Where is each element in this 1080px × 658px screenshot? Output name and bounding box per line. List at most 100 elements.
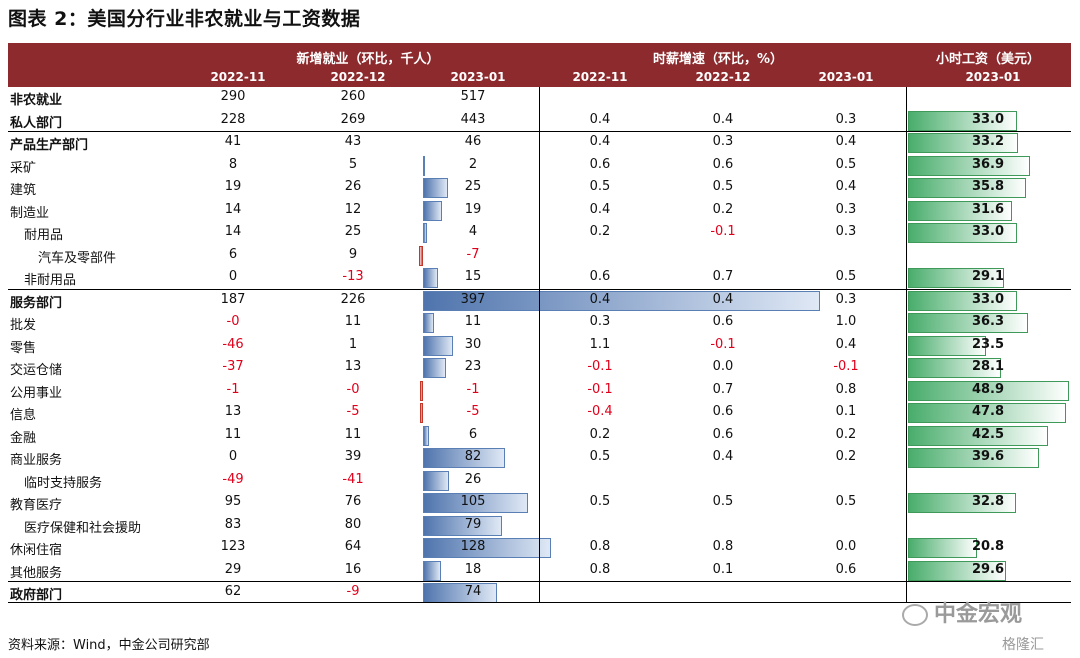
- employment-value: 11: [464, 314, 482, 329]
- wage-growth-value: 0.5: [589, 179, 611, 194]
- employment-value: 443: [460, 111, 486, 127]
- table-row: 零售 -46 1 30 1.1 -0.1 0.4 23.5: [8, 335, 1071, 357]
- wage-growth-value: -0.1: [710, 336, 736, 352]
- table-row: 服务部门 187 226 397 0.4 0.4 0.3 33.0: [8, 290, 1071, 312]
- employment-bar-negative: [420, 380, 423, 401]
- employment-value: 79: [464, 516, 482, 532]
- row-label: 产品生产部门: [10, 138, 89, 153]
- employment-value: 1: [348, 336, 358, 352]
- hourly-wage-value: 20.8: [971, 539, 1005, 554]
- employment-value: 76: [344, 494, 362, 509]
- employment-value: 39: [344, 449, 362, 464]
- wage-growth-value: 0.4: [712, 449, 734, 464]
- employment-value: 6: [468, 426, 478, 442]
- hourly-wage-value: 33.0: [971, 111, 1005, 127]
- wage-growth-value: 0.6: [589, 156, 611, 172]
- wage-growth-value: 0.4: [712, 291, 734, 307]
- row-label: 临时支持服务: [24, 475, 103, 491]
- employment-value: 19: [464, 201, 482, 217]
- employment-bar: [423, 200, 442, 221]
- col-hw-2023-01: 2023-01: [965, 70, 1021, 84]
- table-row: 汽车及零部件 6 9 -7: [8, 245, 1071, 267]
- employment-value: 5: [348, 156, 358, 172]
- employment-value: 226: [340, 291, 366, 307]
- row-label: 非耐用品: [24, 273, 77, 288]
- hourly-wage-value: 29.1: [971, 269, 1005, 284]
- watermark: 中金宏观: [902, 596, 1022, 628]
- employment-value: -41: [342, 471, 364, 487]
- row-label: 医疗保健和社会援助: [24, 520, 142, 536]
- employment-value: 128: [460, 539, 486, 554]
- table-row: 产品生产部门 41 43 46 0.4 0.3 0.4 33.2: [8, 132, 1071, 154]
- wechat-icon: [902, 604, 928, 626]
- employment-value: 260: [340, 89, 366, 104]
- row-label: 私人部门: [10, 115, 63, 131]
- wage-growth-value: 0.4: [835, 336, 857, 352]
- hourly-wage-bar: [908, 403, 1066, 423]
- hourly-wage-value: 32.8: [971, 494, 1005, 509]
- table-row: 公用事业 -1 -0 -1 -0.1 0.7 0.8 48.9: [8, 380, 1071, 402]
- employment-value: 14: [224, 201, 242, 217]
- employment-value: 269: [340, 111, 366, 127]
- table-row: 政府部门 62 -9 74: [8, 582, 1071, 604]
- employment-bar: [423, 290, 820, 311]
- col-wg-2022-11: 2022-11: [572, 70, 628, 84]
- hourly-wage-value: 28.1: [971, 359, 1005, 374]
- table-row: 采矿 8 5 2 0.6 0.6 0.5 36.9: [8, 155, 1071, 177]
- header-employment: 新增就业（环比，千人）: [296, 52, 440, 67]
- employment-value: -37: [222, 359, 244, 374]
- hourly-wage-value: 36.9: [971, 156, 1005, 172]
- employment-value: 19: [224, 179, 242, 194]
- employment-bar: [423, 425, 429, 446]
- employment-value: 25: [464, 179, 482, 194]
- employment-value: -7: [466, 246, 480, 262]
- hourly-wage-bar: [908, 380, 1070, 401]
- table-row: 私人部门 228 269 443 0.4 0.4 0.3 33.0: [8, 110, 1071, 132]
- data-table: 新增就业（环比，千人） 时薪增速（环比，%） 小时工资（美元） 2022-11 …: [8, 43, 1071, 603]
- employment-value: -0: [226, 314, 240, 329]
- table-row: 非耐用品 0 -13 15 0.6 0.7 0.5 29.1: [8, 267, 1071, 289]
- table-row: 制造业 14 12 19 0.4 0.2 0.3 31.6: [8, 200, 1071, 222]
- employment-value: 11: [344, 314, 362, 329]
- wage-growth-value: -0.1: [587, 359, 613, 374]
- wage-growth-value: 0.4: [712, 111, 734, 127]
- hourly-wage-value: 33.0: [971, 291, 1005, 307]
- hourly-wage-value: 29.6: [971, 561, 1005, 577]
- employment-value: 46: [464, 134, 482, 149]
- row-label: 交运仓储: [10, 363, 63, 378]
- employment-bar: [423, 470, 449, 491]
- wage-growth-value: -0.1: [587, 381, 613, 397]
- table-row: 金融 11 11 6 0.2 0.6 0.2 42.5: [8, 425, 1071, 447]
- employment-value: 123: [220, 539, 246, 554]
- figure-title: 图表 2：美国分行业非农就业与工资数据: [8, 8, 361, 30]
- header-wage-growth: 时薪增速（环比，%）: [652, 52, 784, 67]
- wage-growth-value: 0.3: [835, 201, 857, 217]
- hourly-wage-value: 47.8: [971, 404, 1005, 419]
- employment-value: 82: [464, 449, 482, 464]
- employment-value: 41: [224, 134, 242, 149]
- employment-value: 16: [344, 561, 362, 577]
- row-label: 耐用品: [24, 228, 64, 243]
- wage-growth-value: 0.3: [835, 111, 857, 127]
- employment-value: -1: [466, 381, 480, 397]
- employment-value: 517: [460, 89, 486, 104]
- hourly-wage-bar: [908, 200, 1013, 221]
- employment-value: -0: [346, 381, 360, 397]
- wage-growth-value: 0.6: [712, 314, 734, 329]
- hourly-wage-bar: [908, 155, 1030, 176]
- row-label: 批发: [10, 318, 37, 333]
- wage-growth-value: 0.4: [835, 134, 857, 149]
- wage-growth-value: 0.6: [712, 404, 734, 419]
- employment-value: 26: [464, 471, 482, 487]
- hourly-wage-bar: [908, 268, 1005, 288]
- row-label: 其他服务: [10, 565, 63, 581]
- table-header: 新增就业（环比，千人） 时薪增速（环比，%） 小时工资（美元） 2022-11 …: [8, 43, 1071, 87]
- wage-growth-value: 0.4: [589, 201, 611, 217]
- table-row: 建筑 19 26 25 0.5 0.5 0.4 35.8: [8, 177, 1071, 199]
- table-row: 信息 13 -5 -5 -0.4 0.6 0.1 47.8: [8, 402, 1071, 424]
- wage-growth-value: 1.1: [589, 336, 611, 352]
- row-label: 教育医疗: [10, 498, 63, 513]
- employment-value: 14: [224, 224, 242, 239]
- hourly-wage-bar: [908, 110, 1017, 131]
- col-wg-2023-01: 2023-01: [818, 70, 874, 84]
